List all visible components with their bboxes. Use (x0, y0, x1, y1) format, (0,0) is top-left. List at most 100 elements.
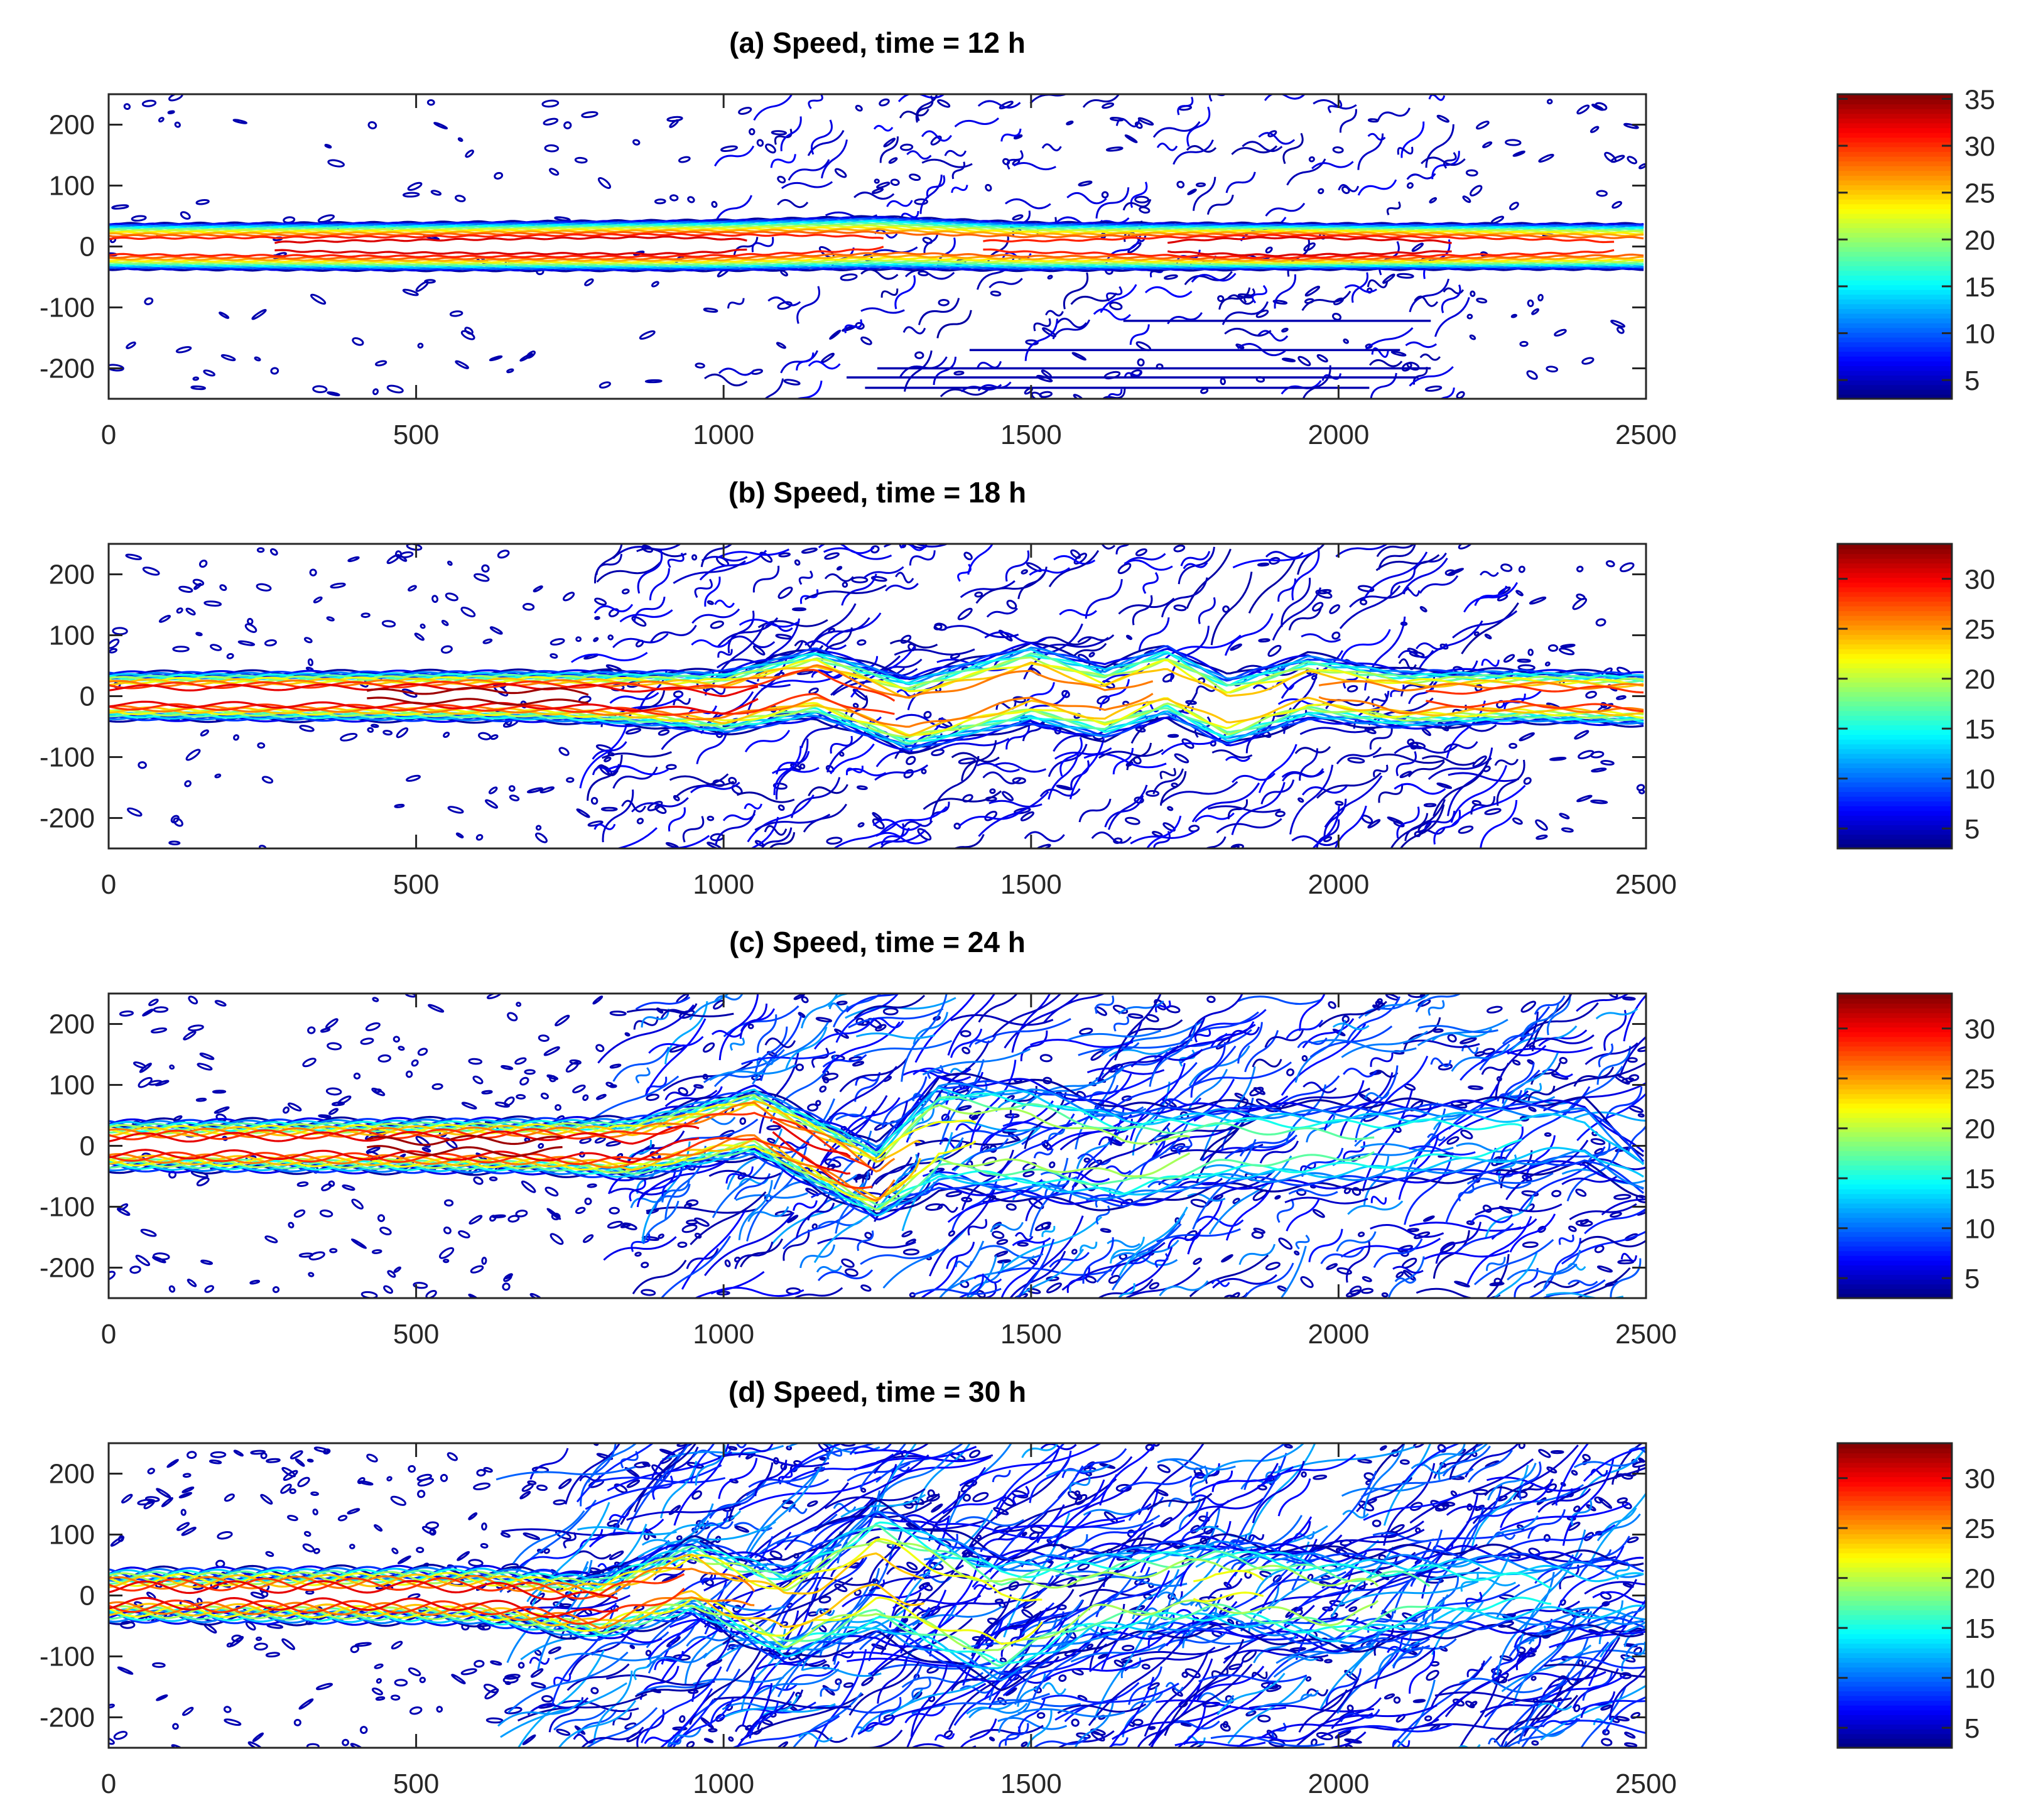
contour-blob (772, 783, 788, 790)
contour-squiggle (1159, 1144, 1264, 1159)
colorbar-band (1838, 691, 1952, 697)
contour-blob (484, 799, 499, 809)
contour-blob (1530, 1676, 1537, 1681)
contour-squiggle (715, 195, 753, 222)
contour-blob (386, 384, 404, 394)
contour-squiggle (1481, 658, 1500, 667)
contour-blob (1546, 99, 1553, 105)
contour-blob (138, 761, 147, 769)
colorbar-band (1838, 648, 1952, 654)
contour-blob (1326, 1263, 1338, 1270)
contour-blob (447, 1452, 458, 1461)
colorbar-band (1838, 251, 1952, 257)
contour-blob (401, 688, 418, 698)
contour-squiggle (926, 175, 946, 198)
contour-squiggle (1088, 1530, 1147, 1611)
contour-squiggle (1601, 1183, 1646, 1216)
contour-squiggle (1118, 1206, 1188, 1276)
contour-squiggle (1409, 366, 1454, 387)
contour-blob (1021, 1741, 1028, 1747)
contour-blob (550, 653, 558, 659)
colorbar-band (1838, 1619, 1952, 1625)
contour-blob (113, 1731, 128, 1740)
contour-blob (371, 723, 379, 729)
contour-squiggle (1004, 1723, 1029, 1746)
contour-squiggle (936, 1203, 958, 1213)
contour-squiggle (1340, 1580, 1479, 1605)
contour-blob (283, 1470, 298, 1481)
contour-squiggle (711, 1030, 743, 1038)
contour-squiggle (1525, 1135, 1556, 1179)
colorbar-band (1838, 322, 1952, 328)
contour-blob (554, 216, 571, 222)
contour-squiggle (904, 1706, 946, 1724)
contour-blob (957, 1105, 972, 1111)
contour-blob (264, 1235, 278, 1243)
contour-blob (1012, 214, 1024, 221)
contour-blob (1173, 544, 1186, 553)
contour-squiggle (1500, 1704, 1536, 1748)
contour-squiggle (870, 1156, 913, 1189)
contour-squiggle (714, 145, 755, 167)
colorbar-band (1838, 1443, 1952, 1449)
colorbar-band (1838, 1576, 1952, 1582)
contour-blob (852, 1061, 865, 1067)
contour-squiggle (1017, 1708, 1125, 1718)
contour-blob (826, 837, 843, 845)
contour-squiggle (968, 1703, 1028, 1719)
contour-squiggle (646, 1652, 708, 1668)
contour-squiggle (1207, 1578, 1243, 1600)
contour-squiggle (1405, 1584, 1520, 1623)
contour-blob (417, 1048, 428, 1056)
contour-blob (540, 1092, 549, 1100)
contour-squiggle (1500, 1479, 1553, 1529)
contour-squiggle (1303, 806, 1340, 848)
contour-squiggle (1118, 1000, 1164, 1015)
contour-squiggle (751, 237, 774, 252)
contour-blob (1390, 350, 1407, 357)
contour-squiggle (1484, 1482, 1535, 1497)
contour-squiggle (1356, 1480, 1405, 1512)
colorbar-band (1838, 748, 1952, 754)
contour-blob (303, 637, 313, 644)
contour-blob (926, 1493, 940, 1502)
contour-squiggle (1212, 1274, 1277, 1289)
contour-squiggle (1584, 1572, 1646, 1595)
contour-blob (289, 1488, 296, 1495)
contour-squiggle (982, 1100, 1054, 1147)
contour-squiggle (1346, 1645, 1431, 1653)
contour-blob (485, 1717, 504, 1724)
colorbar-band (1838, 1174, 1952, 1180)
colorbar-band (1838, 1738, 1952, 1744)
contour-squiggle (1335, 544, 1392, 558)
contour-squiggle (1238, 1243, 1276, 1265)
contour-blob (1476, 298, 1488, 304)
contour-squiggle (703, 1622, 776, 1659)
contour-squiggle (1409, 278, 1450, 313)
contour-blob (724, 1259, 731, 1267)
contour-blob (860, 1284, 872, 1292)
contour-blob (402, 288, 419, 296)
contour-blob (903, 769, 914, 779)
contour-squiggle (1054, 1682, 1179, 1721)
contour-squiggle (899, 109, 929, 119)
y-tick-label: 100 (49, 171, 95, 202)
contour-squiggle (1486, 1257, 1506, 1271)
contour-blob (1616, 695, 1627, 700)
contour-squiggle (1386, 201, 1401, 215)
contour-blob (1328, 1001, 1336, 1009)
contour-squiggle (811, 617, 870, 646)
contour-squiggle (742, 1482, 849, 1568)
contour-squiggle (995, 1443, 1080, 1509)
contour-blob (629, 1644, 636, 1649)
contour-squiggle (867, 1529, 903, 1586)
contour-squiggle (1493, 1694, 1579, 1743)
contour-blob (641, 1289, 656, 1296)
colorbar-band (1838, 805, 1952, 811)
contour-squiggle (718, 1458, 758, 1499)
colorbar-band (1838, 734, 1952, 740)
x-tick-label: 1500 (1000, 1769, 1062, 1799)
contour-blob (794, 559, 801, 566)
colorbar-frame (1836, 992, 1953, 1299)
contour-blob (1294, 1250, 1300, 1256)
